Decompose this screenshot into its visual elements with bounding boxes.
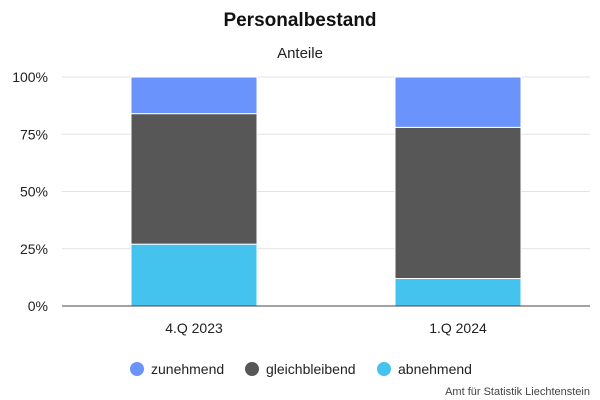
- y-tick-label: 75%: [20, 126, 48, 142]
- bar-gleichbleibend-0[interactable]: [130, 113, 258, 245]
- x-category-label: 4.Q 2023: [165, 320, 223, 336]
- credit-text: Amt für Statistik Liechtenstein: [445, 386, 590, 398]
- legend-label-gleichbleibend[interactable]: gleichbleibend: [266, 361, 356, 377]
- chart-title: Personalbestand: [223, 10, 376, 31]
- y-tick-label: 0%: [28, 298, 48, 314]
- legend-label-abnehmend[interactable]: abnehmend: [398, 361, 472, 377]
- legend-marker-gleichbleibend: [245, 362, 259, 376]
- x-axis-categories: 4.Q 2023 1.Q 2024: [165, 320, 487, 336]
- legend-label-zunehmend[interactable]: zunehmend: [151, 361, 224, 377]
- bar-gleichbleibend-1[interactable]: [394, 126, 522, 280]
- y-tick-label: 50%: [20, 184, 48, 200]
- x-category-label: 1.Q 2024: [429, 320, 487, 336]
- legend-marker-abnehmend: [377, 362, 391, 376]
- legend: zunehmend gleichbleibend abnehmend: [130, 361, 472, 377]
- y-axis-ticks: 0% 25% 50% 75% 100%: [12, 69, 48, 314]
- chart-subtitle: Anteile: [277, 45, 323, 62]
- bar-zunehmend-1[interactable]: [394, 76, 522, 128]
- bar-abnehmend-1[interactable]: [394, 278, 522, 307]
- bars: [130, 76, 522, 307]
- y-tick-label: 25%: [20, 241, 48, 257]
- y-tick-label: 100%: [12, 69, 48, 85]
- bar-zunehmend-0[interactable]: [130, 76, 258, 115]
- legend-marker-zunehmend: [130, 362, 144, 376]
- bar-abnehmend-0[interactable]: [130, 243, 258, 307]
